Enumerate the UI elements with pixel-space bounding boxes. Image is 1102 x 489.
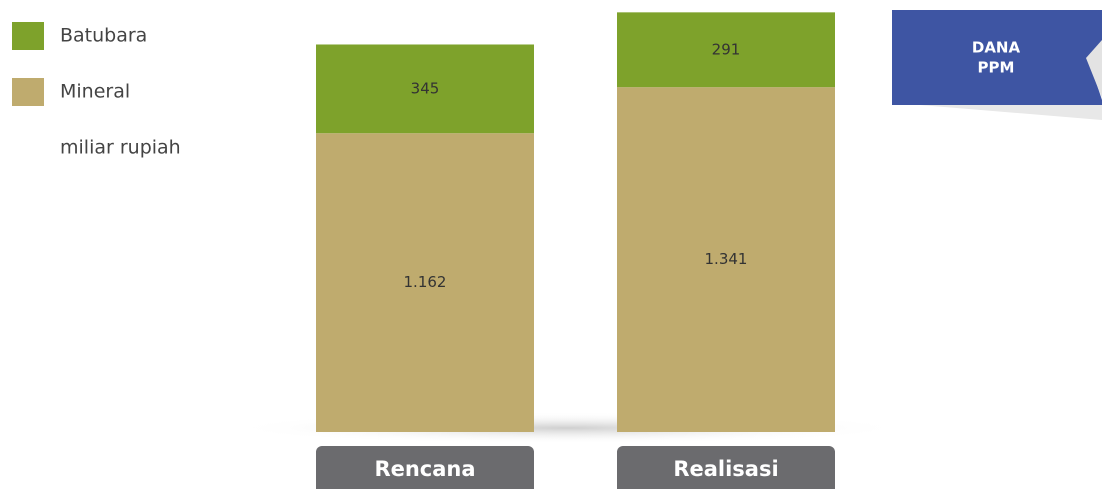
value-label: 291 [712,40,741,58]
badge-text: DANA [972,39,1021,57]
badge-text: PPM [978,59,1015,77]
value-label: 345 [411,79,440,97]
badge-shadow [920,105,1102,120]
value-label: 1.341 [705,250,748,268]
x-tick-label: Rencana [374,457,475,481]
badge-shape [892,10,1102,105]
bar-segment [316,44,534,134]
bar-segment [316,133,534,432]
x-tick-label: Realisasi [673,457,778,481]
badge: DANA PPM [892,10,1102,120]
category-tab [617,446,835,489]
bar-segment [617,12,835,88]
legend-label: Batubara [60,25,147,47]
category-tab [316,446,534,489]
legend-swatch [12,22,44,50]
unit-label: miliar rupiah [60,137,181,159]
badge-notch [1086,40,1102,98]
bar-segment [617,87,835,433]
legend-label: Mineral [60,81,130,103]
value-label: 1.162 [404,273,447,291]
legend-swatch [12,78,44,106]
